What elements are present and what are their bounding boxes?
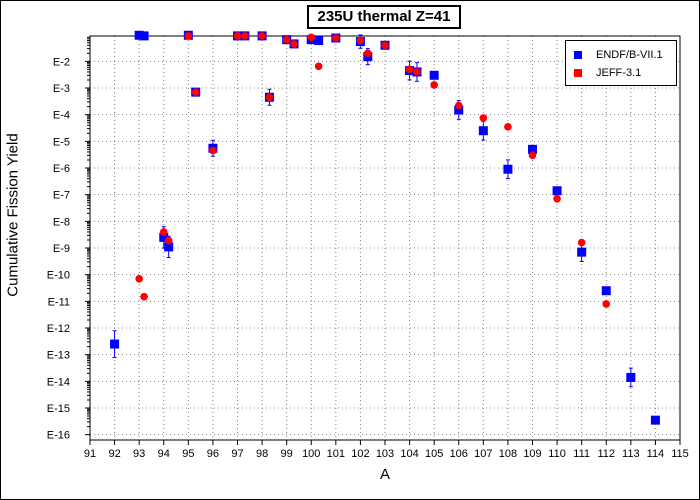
data-point-jeff: [258, 32, 266, 40]
data-point-jeff: [265, 93, 274, 102]
data-point-jeff: [454, 101, 463, 110]
data-point-jeff: [413, 68, 421, 76]
x-tick-label: 109: [523, 448, 541, 460]
y-tick-label: E-2: [53, 56, 70, 68]
y-tick-label: E-9: [53, 243, 70, 255]
x-tick-label: 104: [400, 448, 418, 460]
data-point-jeff: [140, 292, 148, 301]
data-point-jeff: [504, 123, 512, 131]
x-tick-label: 114: [647, 448, 665, 460]
x-tick-label: 91: [84, 448, 96, 460]
y-tick-label: E-11: [48, 296, 70, 308]
data-point-jeff: [356, 36, 365, 45]
data-point-jeff: [282, 35, 291, 44]
legend-swatch-endf: [574, 51, 582, 59]
x-tick-label: 115: [671, 448, 689, 460]
data-point-endf: [650, 415, 660, 425]
data-point-endf: [626, 372, 636, 382]
x-tick-label: 100: [302, 448, 320, 460]
y-tick-label: E-7: [53, 190, 70, 202]
y-tick-label: E-4: [53, 110, 70, 122]
plot-border: [89, 35, 681, 441]
y-tick-label: E-15: [47, 403, 70, 415]
data-point-jeff: [314, 62, 323, 71]
x-tick-label: 107: [474, 448, 492, 460]
data-point-jeff: [290, 40, 298, 48]
data-point-jeff: [528, 151, 537, 160]
x-tick-label: 111: [573, 448, 590, 460]
y-axis-label: Cumulative Fission Yield: [4, 133, 22, 297]
x-tick-label: 92: [108, 448, 120, 460]
data-point-endf: [577, 247, 587, 257]
data-point-endf: [134, 30, 144, 40]
data-point-jeff: [430, 81, 438, 89]
data-point-endf: [110, 339, 120, 349]
x-axis-label: A: [379, 466, 390, 483]
x-tick-label: 93: [133, 448, 145, 460]
y-tick-label: E-12: [47, 323, 70, 335]
x-tick-label: 105: [425, 448, 443, 460]
data-point-jeff: [135, 274, 143, 283]
x-tick-label: 98: [256, 448, 268, 460]
data-point-jeff: [577, 238, 586, 247]
x-tick-label: 102: [351, 448, 369, 460]
data-point-endf: [478, 126, 488, 136]
y-tick-label: E-3: [53, 83, 70, 95]
data-point-jeff: [233, 32, 242, 40]
data-point-jeff: [241, 32, 249, 40]
data-point-jeff: [332, 34, 340, 42]
y-tick-label: E-10: [47, 270, 70, 282]
legend-label-jeff: JEFF-3.1: [596, 67, 642, 79]
x-tick-label: 99: [281, 448, 293, 460]
data-point-jeff: [209, 146, 217, 155]
data-point-jeff: [307, 33, 316, 42]
data-point-jeff: [363, 49, 372, 58]
legend: ENDF/B-VII.1 JEFF-3.1: [565, 40, 677, 86]
x-tick-label: 108: [499, 448, 517, 460]
legend-swatch-jeff: [574, 69, 582, 77]
data-point-endf: [139, 31, 149, 41]
x-tick-label: 110: [548, 448, 566, 460]
x-tick-label: 97: [231, 448, 243, 460]
data-point-endf: [528, 144, 537, 154]
x-tick-label: 113: [622, 448, 640, 460]
x-tick-label: 94: [158, 448, 170, 460]
y-tick-label: E-5: [53, 136, 70, 148]
data-point-endf: [454, 105, 464, 115]
x-tick-label: 103: [376, 448, 394, 460]
x-tick-label: 96: [207, 448, 219, 460]
y-tick-label: E-13: [47, 350, 70, 362]
data-point-jeff: [602, 300, 611, 308]
y-tick-label: E-8: [53, 216, 70, 228]
data-point-jeff: [191, 88, 200, 96]
data-point-jeff: [381, 41, 389, 50]
x-tick-label: 101: [327, 448, 345, 460]
y-tick-label: E-16: [47, 430, 70, 442]
y-tick-label: E-6: [53, 163, 70, 175]
y-tick-label: E-14: [47, 376, 70, 388]
data-point-jeff: [184, 32, 193, 40]
x-tick-label: 106: [450, 448, 468, 460]
data-point-endf: [429, 70, 439, 80]
data-point-endf: [164, 242, 174, 252]
data-point-jeff: [553, 194, 561, 203]
data-point-endf: [503, 164, 513, 174]
data-point-jeff: [164, 236, 173, 245]
data-point-jeff: [479, 114, 488, 122]
data-point-endf: [159, 232, 169, 242]
x-tick-label: 112: [597, 448, 615, 460]
chart-title: 235U thermal Z=41: [307, 5, 461, 29]
data-point-endf: [601, 286, 611, 296]
data-point-jeff: [159, 228, 168, 236]
data-point-jeff: [405, 65, 414, 74]
data-point-endf: [552, 186, 562, 196]
data-point-endf: [314, 36, 324, 46]
x-tick-label: 95: [182, 448, 194, 460]
legend-label-endf: ENDF/B-VII.1: [596, 49, 663, 61]
